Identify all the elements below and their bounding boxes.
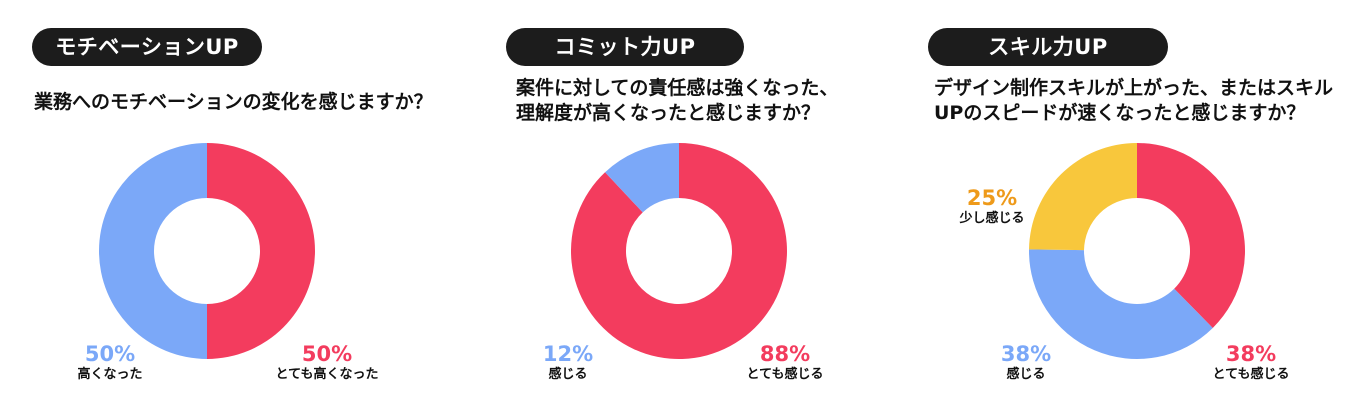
category-label: 少し感じる (959, 211, 1025, 226)
category-label: とても高くなった (275, 367, 379, 382)
panel-motivation: モチベーションUP 業務へのモチベーションの変化を感じますか？ 50% 高くなっ… (0, 0, 440, 419)
question-line: UPのスピードが速くなったと感じますか？ (934, 102, 1306, 124)
question-skill: デザイン制作スキルが上がった、またはスキル UPのスピードが速くなったと感じます… (934, 76, 1333, 126)
pie-slice (1029, 249, 1213, 360)
pie-slice (1137, 143, 1245, 328)
question-commit: 案件に対しての責任感は強くなった、 理解度が高くなったと感じますか？ (516, 76, 838, 126)
legend-label-kanjiru: 38% 感じる (986, 342, 1066, 384)
badge-skill: スキル力UP (928, 28, 1168, 66)
percent-label: 38% (1225, 342, 1277, 366)
badge-motivation: モチベーションUP (32, 28, 262, 66)
donut-chart-motivation (99, 143, 315, 359)
percent-label: 50% (301, 342, 353, 366)
question-line: 理解度が高くなったと感じますか？ (516, 102, 821, 124)
category-label: 高くなった (77, 367, 143, 382)
panel-skill: スキル力UP デザイン制作スキルが上がった、またはスキル UPのスピードが速くな… (900, 0, 1363, 419)
donut-chart-commit (571, 143, 787, 359)
legend-label-takaku: 50% 高くなった (60, 342, 160, 384)
legend-label-kanjiru: 12% 感じる (528, 342, 608, 384)
category-label: 感じる (1006, 367, 1046, 382)
percent-label: 12% (542, 342, 594, 366)
percent-label: 38% (1000, 342, 1052, 366)
pie-slice (207, 143, 315, 359)
pie-slice (99, 143, 207, 359)
legend-label-totemo-kanjiru: 88% とても感じる (730, 342, 840, 384)
pie-slice (571, 143, 787, 359)
legend-label-totemo-takaku: 50% とても高くなった (262, 342, 392, 384)
legend-label-sukoshi-kanjiru: 25% 少し感じる (946, 186, 1038, 228)
category-label: とても感じる (1212, 367, 1290, 382)
percent-label: 25% (966, 186, 1018, 210)
pie-slice (1029, 143, 1137, 251)
category-label: 感じる (548, 367, 588, 382)
badge-commit: コミット力UP (506, 28, 744, 66)
category-label: とても感じる (746, 367, 824, 382)
panel-commit: コミット力UP 案件に対しての責任感は強くなった、 理解度が高くなったと感じます… (450, 0, 910, 419)
question-line: 案件に対しての責任感は強くなった、 (516, 77, 839, 99)
legend-label-totemo-kanjiru: 38% とても感じる (1196, 342, 1306, 384)
pie-slice (605, 143, 679, 213)
percent-label: 50% (84, 342, 136, 366)
question-line: 業務へのモチベーションの変化を感じますか？ (34, 91, 433, 113)
percent-label: 88% (759, 342, 811, 366)
question-line: デザイン制作スキルが上がった、またはスキル (934, 77, 1334, 99)
question-motivation: 業務へのモチベーションの変化を感じますか？ (34, 90, 433, 115)
donut-chart-skill (1029, 143, 1245, 360)
